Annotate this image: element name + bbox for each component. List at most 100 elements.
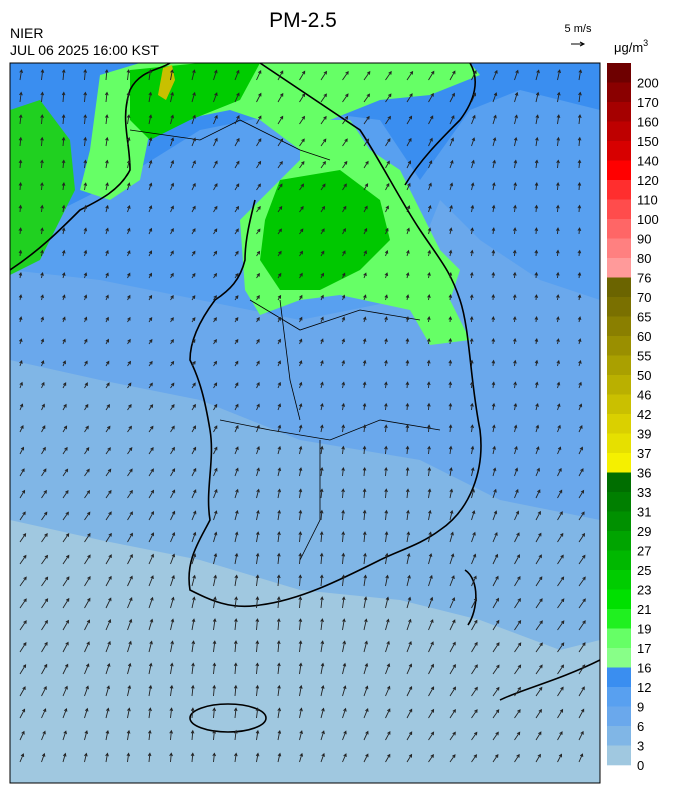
wind-arrow — [557, 664, 565, 675]
wind-arrow — [471, 137, 476, 147]
wind-arrow — [320, 618, 324, 631]
wind-arrow — [170, 317, 174, 323]
wind-arrow — [148, 532, 155, 543]
wind-arrow — [191, 205, 196, 213]
wind-arrow — [449, 575, 455, 587]
wind-arrow — [170, 360, 175, 367]
wind-arrow — [213, 317, 217, 323]
wind-arrow — [277, 70, 284, 81]
wind-arrow — [342, 138, 348, 147]
wind-arrow — [299, 730, 303, 741]
wind-arrow — [62, 619, 69, 631]
wind-arrow — [256, 403, 260, 411]
wind-arrow — [492, 424, 496, 433]
wind-arrow — [41, 685, 47, 697]
wind-arrow — [514, 576, 521, 587]
coastline — [10, 63, 600, 733]
wind-arrow — [298, 360, 303, 367]
wind-arrow — [341, 531, 346, 543]
wind-arrow — [105, 707, 110, 719]
wind-arrow — [491, 271, 496, 279]
wind-arrow — [41, 403, 45, 411]
colorbar-label: 39 — [637, 427, 651, 442]
wind-arrow — [41, 641, 48, 653]
wind-arrow — [126, 114, 131, 125]
wind-arrow — [191, 510, 197, 521]
wind-arrow — [341, 596, 346, 609]
wind-arrow — [148, 553, 154, 565]
wind-arrow — [213, 250, 218, 257]
wind-arrow — [534, 204, 539, 213]
wind-arrow — [471, 510, 476, 521]
wind-arrow — [535, 731, 542, 741]
wind-arrow — [19, 576, 27, 587]
wind-arrow — [61, 204, 66, 213]
wind-arrow — [448, 227, 453, 235]
wind-arrow — [578, 403, 583, 411]
wind-arrow — [191, 160, 196, 169]
wind-arrow — [62, 490, 69, 499]
wind-arrow — [513, 337, 517, 345]
wind-arrow — [83, 249, 88, 257]
wind-arrow — [84, 730, 89, 741]
wind-arrow — [40, 91, 45, 103]
wind-arrow — [514, 686, 521, 697]
wind-arrow — [556, 359, 561, 367]
wind-arrow — [470, 271, 474, 279]
wind-arrow — [470, 424, 475, 433]
wind-arrow — [19, 69, 24, 81]
wind-arrow — [148, 404, 154, 411]
wind-arrow — [148, 662, 153, 675]
wind-arrow — [427, 488, 432, 499]
wind-arrow — [170, 69, 174, 81]
wind-arrow — [492, 575, 499, 587]
wind-arrow — [170, 468, 176, 477]
wind-arrow — [255, 596, 260, 609]
wind-arrow — [234, 115, 240, 125]
colorbar-segment — [607, 297, 631, 317]
wind-arrow — [104, 69, 109, 81]
wind-arrow — [170, 159, 175, 169]
wind-arrow — [470, 402, 474, 411]
wind-arrow — [577, 227, 582, 235]
wind-arrow — [384, 294, 388, 301]
wind-arrow — [448, 271, 453, 279]
wind-arrow — [535, 620, 543, 631]
wind-arrow — [41, 708, 47, 719]
wind-arrow — [406, 249, 410, 257]
wind-arrow — [492, 664, 500, 675]
wind-arrow — [341, 488, 345, 499]
wind-arrow — [277, 294, 282, 301]
wind-arrow — [299, 752, 304, 763]
wind-arrow — [342, 183, 347, 191]
wind-arrow — [256, 446, 260, 455]
colorbar-label: 120 — [637, 173, 659, 188]
wind-arrow — [534, 249, 539, 257]
wind-arrow — [277, 531, 281, 543]
wind-arrow — [341, 402, 346, 411]
colorbar-label: 3 — [637, 739, 644, 754]
wind-arrow — [341, 424, 346, 433]
wind-arrow — [299, 272, 303, 279]
colorbar-segment — [607, 375, 631, 395]
wind-arrow — [449, 709, 456, 719]
wind-arrow — [470, 381, 474, 389]
wind-arrow — [277, 424, 282, 433]
wind-arrow — [213, 596, 217, 609]
wind-arrow — [470, 182, 475, 191]
wind-arrow — [577, 338, 582, 345]
wind-arrow — [556, 271, 560, 279]
wind-arrow — [191, 250, 196, 257]
wind-arrow — [362, 466, 367, 477]
wind-arrow — [471, 553, 477, 565]
wind-arrow — [384, 250, 389, 257]
wind-arrow — [213, 488, 218, 499]
wind-arrow — [18, 159, 23, 169]
wind-arrow — [40, 182, 44, 191]
wind-arrow — [363, 138, 370, 147]
wind-arrow — [18, 338, 23, 345]
wind-arrow — [299, 707, 303, 719]
wind-arrow — [277, 467, 282, 477]
wind-arrow — [126, 182, 131, 191]
wind-arrow — [535, 642, 543, 653]
